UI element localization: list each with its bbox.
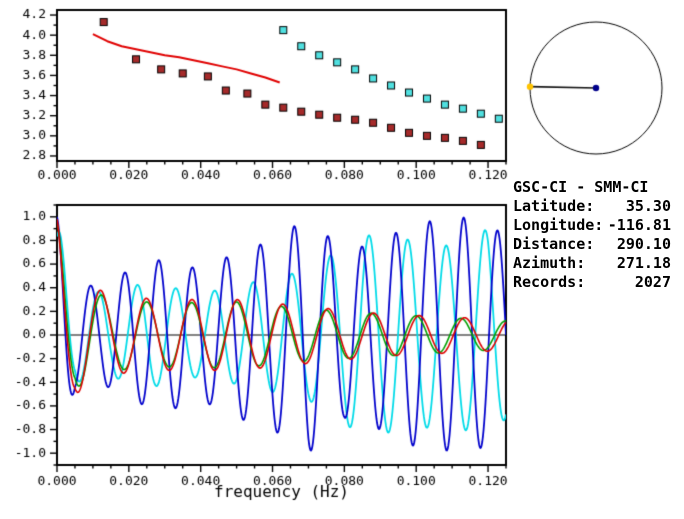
station-info-row: Distance: 290.10: [513, 235, 671, 254]
info-label: Azimuth:: [513, 254, 586, 272]
station-info-row: Records: 2027: [513, 273, 671, 292]
info-value: -116.81: [607, 216, 671, 234]
spectrum-chart-canvas: [0, 186, 512, 519]
info-label: Latitude:: [513, 197, 595, 215]
info-label: Distance:: [513, 235, 595, 253]
station-info-row: Azimuth: 271.18: [513, 254, 671, 273]
info-value: 271.18: [616, 254, 671, 272]
info-value: 290.10: [616, 235, 671, 253]
station-info-panel: GSC-CI - SMM-CI Latitude: 35.30 Longitude:…: [513, 178, 671, 292]
azimuth-dial-canvas: [514, 12, 684, 172]
station-info-rows: Latitude: 35.30 Longitude: -116.81 Distance:…: [513, 197, 671, 292]
station-info-row: Longitude: -116.81: [513, 216, 671, 235]
info-value: 35.30: [625, 197, 671, 215]
info-label: Records:: [513, 273, 586, 291]
info-value: 2027: [634, 273, 671, 291]
dispersion-chart-canvas: [0, 0, 512, 186]
station-info-row: Latitude: 35.30: [513, 197, 671, 216]
info-label: Longitude:: [513, 216, 604, 234]
station-pair-title: GSC-CI - SMM-CI: [513, 178, 649, 196]
